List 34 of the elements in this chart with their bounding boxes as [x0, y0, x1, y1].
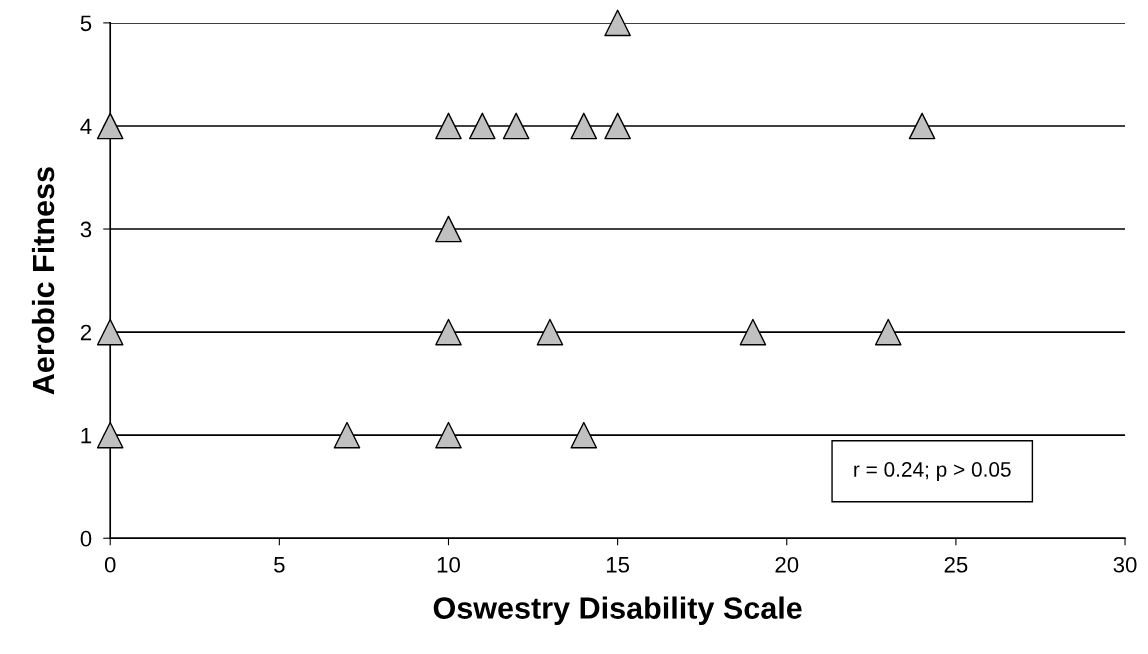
- y-tick-label: 1: [81, 427, 92, 444]
- point: [96, 112, 124, 140]
- y-tick-label: 5: [80, 15, 92, 32]
- point: [435, 215, 462, 243]
- point: [96, 318, 124, 346]
- point: [96, 421, 124, 449]
- point: [333, 421, 361, 449]
- y-tick-label: 0: [80, 530, 92, 547]
- x-tick-label: 15: [606, 557, 630, 573]
- y-tick-label: 3: [80, 221, 92, 238]
- point: [469, 112, 496, 140]
- x-tick-label: 25: [944, 556, 968, 573]
- point: [570, 421, 598, 449]
- y-tick-label: 4: [80, 118, 92, 135]
- point: [908, 112, 936, 140]
- x-tick-label: 0: [104, 556, 116, 573]
- point: [739, 318, 767, 346]
- point: [435, 112, 462, 140]
- point: [604, 9, 631, 37]
- point: [435, 318, 462, 346]
- point: [570, 112, 598, 140]
- point: [874, 318, 902, 346]
- y-axis-title: Aerobic Fitness: [31, 167, 55, 395]
- annotation: r = 0.24; p > 0.05: [854, 462, 1011, 481]
- x-tick-label: 30: [1113, 556, 1137, 573]
- x-axis-title: Oswestry Disability Scale: [433, 596, 802, 625]
- y-tick-label: 2: [80, 324, 92, 341]
- point: [604, 112, 631, 140]
- point: [502, 112, 530, 140]
- x-tick-label: 10: [437, 556, 460, 573]
- x-tick-label: 5: [274, 557, 285, 573]
- point: [435, 421, 462, 449]
- x-tick-label: 20: [775, 556, 799, 573]
- point: [536, 318, 564, 346]
